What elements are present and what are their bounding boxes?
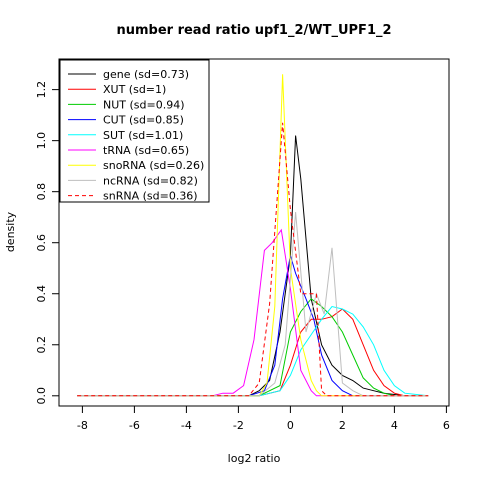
legend-box <box>59 59 210 203</box>
series-line-1 <box>77 308 429 397</box>
y-axis: 0.0 0.2 0.4 0.6 0.8 1.0 1.2 <box>35 81 59 405</box>
y-tick-label-6: 1.2 <box>35 81 48 99</box>
y-tick-label-0: 0.0 <box>35 387 48 405</box>
series-line-5 <box>77 228 429 397</box>
y-axis-label: density <box>4 211 17 252</box>
y-tick-label-5: 1.0 <box>35 132 48 150</box>
legend-label-8: snRNA (sd=0.36) <box>103 190 198 203</box>
x-tick-label-3: -2 <box>233 419 244 432</box>
legend-label-4: SUT (sd=1.01) <box>103 129 183 142</box>
x-tick-label-1: -6 <box>129 419 140 432</box>
y-tick-label-3: 0.6 <box>35 234 48 252</box>
legend-label-7: ncRNA (sd=0.82) <box>103 174 198 187</box>
x-tick-label-0: -8 <box>77 419 88 432</box>
y-tick-label-4: 0.8 <box>35 183 48 201</box>
x-tick-label-6: 4 <box>391 419 398 432</box>
series-line-8 <box>77 122 429 397</box>
series-line-7 <box>77 212 429 397</box>
x-axis: -8 -6 -4 -2 0 2 4 6 <box>77 406 450 432</box>
chart-title: number read ratio upf1_2/WT_UPF1_2 <box>116 23 391 38</box>
x-tick-label-2: -4 <box>181 419 192 432</box>
plot-frame <box>58 58 450 407</box>
x-tick-label-7: 6 <box>443 419 450 432</box>
legend-label-3: CUT (sd=0.85) <box>103 114 184 127</box>
legend-label-2: NUT (sd=0.94) <box>103 98 185 111</box>
legend-label-0: gene (sd=0.73) <box>103 68 189 81</box>
series-line-4 <box>77 305 429 397</box>
x-axis-label: log2 ratio <box>228 452 281 465</box>
series-line-2 <box>77 298 429 397</box>
series-line-6 <box>77 74 429 397</box>
y-tick-label-2: 0.4 <box>35 285 48 303</box>
series-line-3 <box>77 255 429 397</box>
legend-label-5: tRNA (sd=0.65) <box>103 144 189 157</box>
x-tick-label-5: 2 <box>339 419 346 432</box>
legend-label-1: XUT (sd=1) <box>103 83 166 96</box>
y-tick-label-1: 0.2 <box>35 336 48 354</box>
series-layer <box>77 74 429 397</box>
legend: gene (sd=0.73) XUT (sd=1) NUT (sd=0.94) CUT… <box>59 59 210 203</box>
x-tick-label-4: 0 <box>287 419 294 432</box>
legend-label-6: snoRNA (sd=0.26) <box>103 159 204 172</box>
